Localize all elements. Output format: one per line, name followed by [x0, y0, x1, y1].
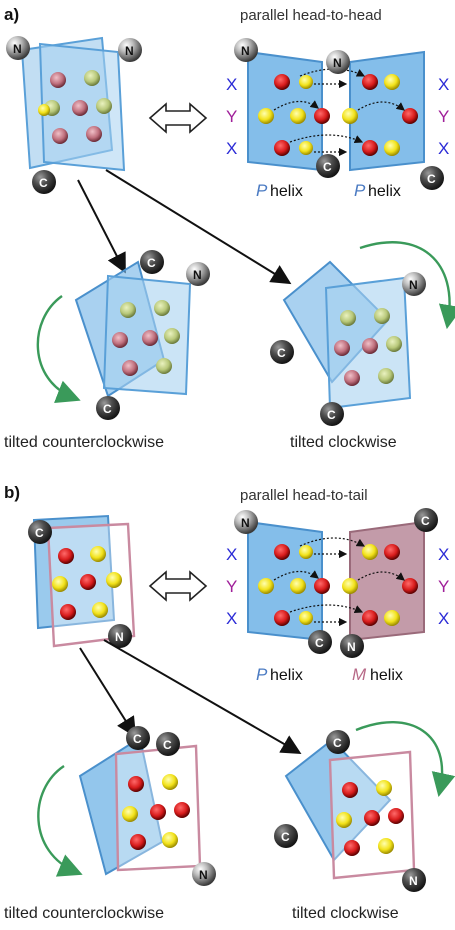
- svg-text:C: C: [133, 732, 142, 746]
- svg-text:C: C: [327, 408, 336, 422]
- svg-text:N: N: [241, 44, 250, 58]
- panel-b-label: b): [4, 483, 20, 502]
- side-label-left: Y: [226, 577, 237, 596]
- svg-text:C: C: [315, 636, 324, 650]
- side-label-right: X: [438, 609, 449, 628]
- svg-text:N: N: [199, 868, 208, 882]
- caption-ccw-a: tilted counterclockwise: [4, 434, 164, 451]
- svg-text:C: C: [323, 160, 332, 174]
- svg-text:N: N: [13, 42, 22, 56]
- svg-text:N: N: [409, 278, 418, 292]
- tilted-counterclockwise-b: C C N tilted counterclockwise: [4, 726, 216, 922]
- svg-text:C: C: [163, 738, 172, 752]
- side-label-left: Y: [226, 107, 237, 126]
- panel-b-title: parallel head-to-tail: [240, 487, 368, 504]
- panel-a-label: a): [4, 5, 19, 24]
- svg-text:C: C: [39, 176, 48, 190]
- side-label-left: X: [226, 139, 237, 158]
- pathway-arrow: [103, 639, 302, 754]
- svg-text:C: C: [35, 526, 44, 540]
- svg-text:C: C: [333, 736, 342, 750]
- svg-text:C: C: [277, 346, 286, 360]
- head-to-tail-diagram: N C C N X Y X X Y X P helix M helix: [226, 508, 449, 684]
- svg-text:N: N: [115, 630, 124, 644]
- svg-text:C: C: [103, 402, 112, 416]
- rotation-arrow-cw: [359, 241, 455, 330]
- n-terminus-ball: [118, 38, 142, 62]
- side-label-left: X: [226, 609, 237, 628]
- side-label-right: X: [438, 139, 449, 158]
- equilibrium-double-arrow-b: [148, 570, 208, 602]
- side-label-left: X: [226, 75, 237, 94]
- svg-text:N: N: [125, 44, 134, 58]
- panel-a-title: parallel head-to-head: [240, 7, 382, 24]
- pathway-arrow: [105, 169, 292, 285]
- tilted-counterclockwise-a: C N C tilted counterclockwise: [4, 250, 210, 451]
- svg-text:N: N: [347, 640, 356, 654]
- svg-text:N: N: [241, 516, 250, 530]
- caption-ccw-b: tilted counterclockwise: [4, 905, 164, 922]
- pathway-arrow: [79, 647, 137, 738]
- pathway-arrow: [77, 179, 126, 274]
- stacked-sheets-b: C N: [28, 514, 136, 648]
- side-label-right: X: [438, 545, 449, 564]
- helix-left-word: helix: [270, 183, 303, 200]
- c-terminus-ball: [32, 170, 56, 194]
- side-label-right: X: [438, 75, 449, 94]
- panel-b: b) parallel head-to-tail C N: [4, 483, 455, 922]
- helix-left-letter: P: [256, 181, 268, 200]
- panel-a: a) parallel head-to-head N N C: [4, 5, 455, 451]
- helix-left-word: helix: [270, 667, 303, 684]
- head-to-head-diagram: N N C C X Y X X Y X P helix P helix: [226, 38, 449, 200]
- caption-cw-a: tilted clockwise: [290, 434, 397, 451]
- helix-right-word: helix: [370, 667, 403, 684]
- helix-right-word: helix: [368, 183, 401, 200]
- svg-text:N: N: [193, 268, 202, 282]
- svg-text:C: C: [421, 514, 430, 528]
- svg-text:C: C: [147, 256, 156, 270]
- rotation-arrow-ccw: [36, 295, 81, 404]
- svg-text:N: N: [333, 56, 342, 70]
- stacked-sheets-a: N N C: [6, 36, 142, 194]
- helix-left-letter: P: [256, 665, 268, 684]
- tilted-clockwise-b: C C N tilted clockwise: [274, 721, 455, 922]
- svg-text:C: C: [427, 172, 436, 186]
- equilibrium-double-arrow-a: [148, 102, 208, 134]
- side-label-right: Y: [438, 577, 449, 596]
- tilted-clockwise-a: N C C tilted clockwise: [270, 241, 455, 451]
- svg-text:N: N: [409, 874, 418, 888]
- n-terminus-ball: [6, 36, 30, 60]
- helix-right-letter: M: [352, 665, 367, 684]
- side-label-left: X: [226, 545, 237, 564]
- rotation-arrow-cw: [355, 721, 455, 798]
- svg-text:C: C: [281, 830, 290, 844]
- side-label-right: Y: [438, 107, 449, 126]
- helix-right-letter: P: [354, 181, 366, 200]
- rotation-arrow-ccw: [37, 765, 83, 877]
- caption-cw-b: tilted clockwise: [292, 905, 399, 922]
